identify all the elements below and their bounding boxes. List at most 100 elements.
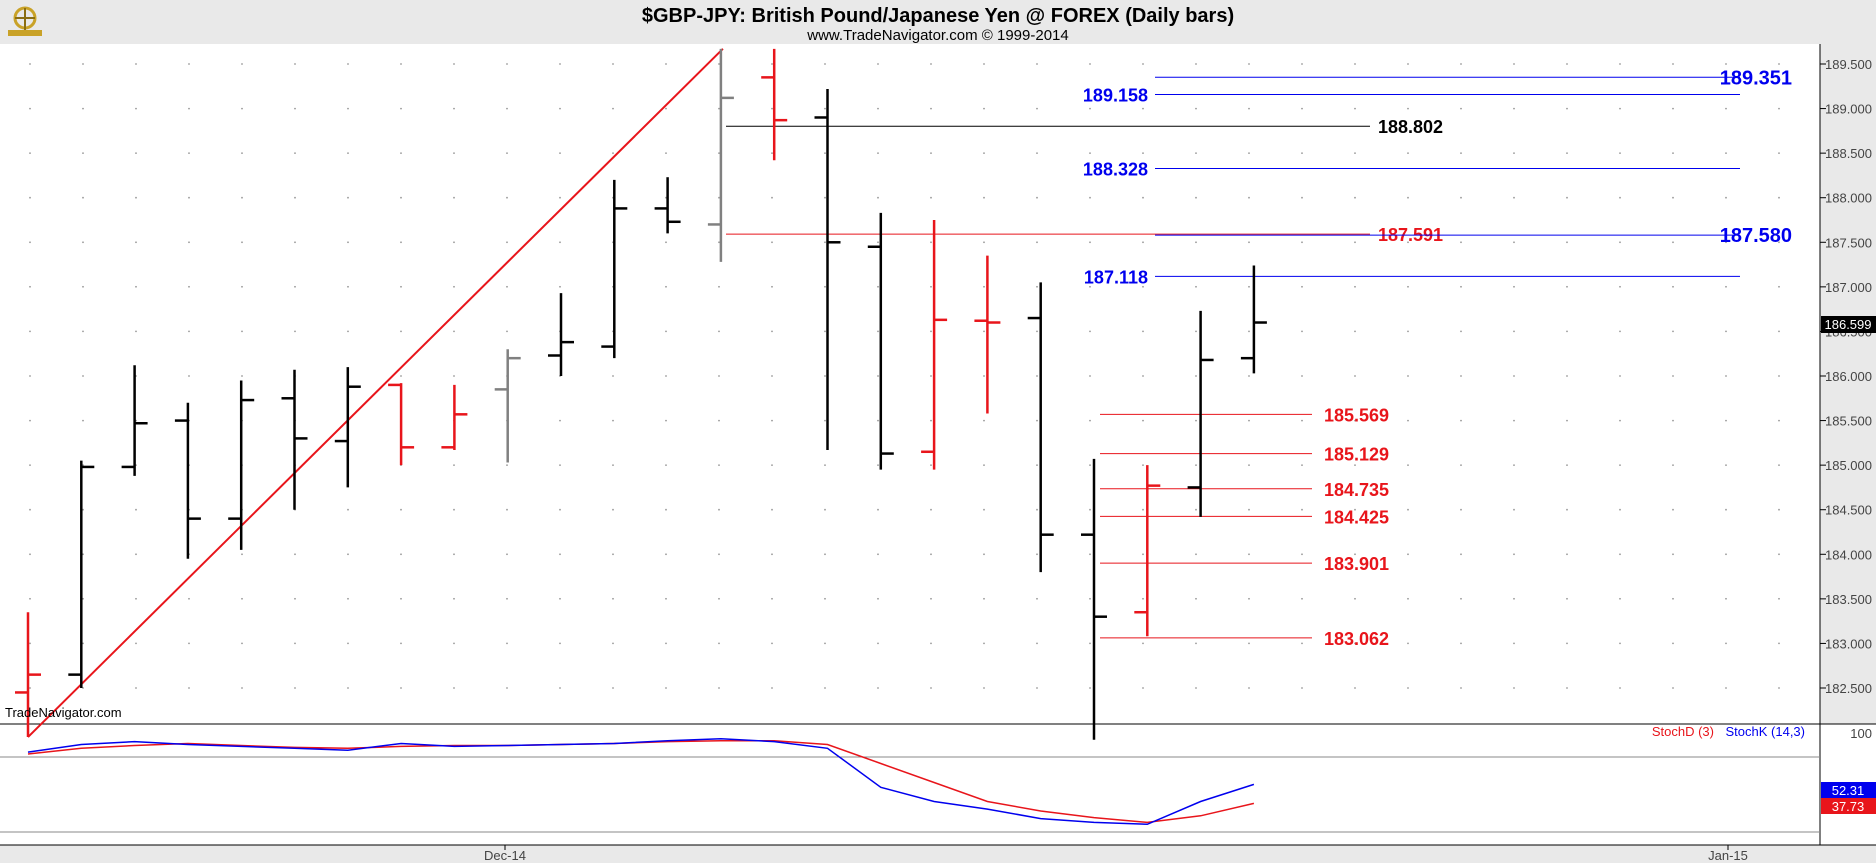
ohlc-bar: [68, 460, 95, 688]
grid-dot: [771, 152, 773, 155]
grid-dot: [559, 553, 561, 556]
grid-dot: [400, 553, 402, 556]
grid-dot: [1460, 63, 1462, 65]
grid-dot: [824, 553, 826, 556]
grid-dot: [1460, 642, 1462, 645]
grid-dot: [1672, 63, 1674, 65]
grid-dot: [559, 508, 561, 511]
stochd-value-label: 37.73: [1832, 799, 1865, 814]
grid-dot: [1460, 419, 1462, 422]
grid-dot: [877, 419, 879, 422]
grid-dot: [294, 642, 296, 645]
grid-dot: [983, 285, 985, 288]
stochd-line: [27, 739, 1255, 824]
grid-dot: [241, 642, 243, 645]
grid-dot: [453, 63, 455, 65]
ohlc-bar: [15, 612, 41, 738]
grid-dot: [1301, 152, 1303, 155]
grid-dot: [1778, 687, 1780, 689]
grid-dot: [453, 330, 455, 333]
ohlc-bar: [814, 88, 841, 450]
grid-dot: [1672, 553, 1674, 556]
grid-dot: [1036, 107, 1038, 110]
grid-dot: [930, 464, 932, 466]
grid-dot: [1089, 375, 1091, 377]
grid-dot: [1725, 464, 1727, 466]
grid-dot: [1142, 241, 1144, 244]
grid-dot: [771, 285, 773, 288]
grid-dot: [1566, 330, 1568, 333]
grid-dot: [1725, 553, 1727, 556]
grid-dot: [82, 63, 84, 65]
grid-dot: [1195, 330, 1197, 333]
grid-dot: [1036, 63, 1038, 65]
grid-dot: [1619, 375, 1621, 377]
grid-dot: [1089, 687, 1091, 689]
level-label-185.129: 185.129: [1324, 445, 1389, 465]
grid-dot: [294, 196, 296, 199]
grid-dot: [29, 63, 31, 65]
grid-dot: [1036, 196, 1038, 199]
grid-dot: [930, 196, 932, 199]
grid-dot: [347, 597, 349, 600]
grid-dot: [877, 464, 879, 466]
last-price-tag: [1821, 316, 1876, 333]
grid-dot: [400, 597, 402, 600]
grid-dot: [771, 196, 773, 199]
grid-dot: [718, 107, 720, 110]
grid-dot: [983, 597, 985, 600]
grid-dot: [559, 597, 561, 600]
grid-dot: [1354, 375, 1356, 377]
grid-dot: [1248, 464, 1250, 466]
grid-dot: [294, 285, 296, 288]
grid-dot: [1672, 241, 1674, 244]
grid-dot: [718, 597, 720, 600]
grid-dot: [824, 597, 826, 600]
grid-dot: [400, 152, 402, 155]
grid-dot: [29, 375, 31, 377]
y-tick-label: 185.000: [1825, 458, 1872, 473]
grid-dot: [347, 196, 349, 199]
grid-dot: [1142, 330, 1144, 333]
grid-dot: [294, 241, 296, 244]
grid-dot: [771, 330, 773, 333]
grid-dot: [1354, 330, 1356, 333]
x-tick-label: Jan-15: [1708, 848, 1748, 863]
ohlc-bar: [228, 380, 255, 550]
grid-dot: [294, 553, 296, 556]
grid-dot: [29, 642, 31, 645]
y-tick-label: 182.500: [1825, 681, 1872, 696]
grid-dot: [1142, 508, 1144, 511]
grid-dot: [718, 642, 720, 645]
grid-dot: [1036, 241, 1038, 244]
grid-dot: [824, 107, 826, 110]
grid-dot: [1407, 687, 1409, 689]
grid-dot: [1460, 375, 1462, 377]
grid-dot: [1513, 63, 1515, 65]
grid-dot: [1407, 330, 1409, 333]
grid-dot: [1672, 196, 1674, 199]
grid-dot: [1566, 375, 1568, 377]
grid-dot: [135, 196, 137, 199]
grid-dot: [1354, 508, 1356, 511]
grid-dot: [1036, 375, 1038, 377]
grid-dot: [930, 508, 932, 511]
grid-dot: [1725, 642, 1727, 645]
grid-dot: [294, 330, 296, 333]
grid-dot: [1513, 330, 1515, 333]
grid-dot: [294, 152, 296, 155]
ohlc-bar: [1134, 465, 1161, 637]
grid-dot: [1566, 508, 1568, 511]
grid-dot: [1513, 285, 1515, 288]
grid-dot: [400, 241, 402, 244]
grid-dot: [453, 375, 455, 377]
grid-dot: [1460, 508, 1462, 511]
grid-dot: [930, 241, 932, 244]
x-axis: Dec-14 Jan-15: [484, 845, 1748, 863]
grid-dot: [1672, 642, 1674, 645]
grid-dot: [1407, 375, 1409, 377]
grid-dot: [1778, 330, 1780, 333]
ohlc-bar: [388, 383, 415, 466]
grid-dot: [347, 330, 349, 333]
grid-dot: [1566, 553, 1568, 556]
